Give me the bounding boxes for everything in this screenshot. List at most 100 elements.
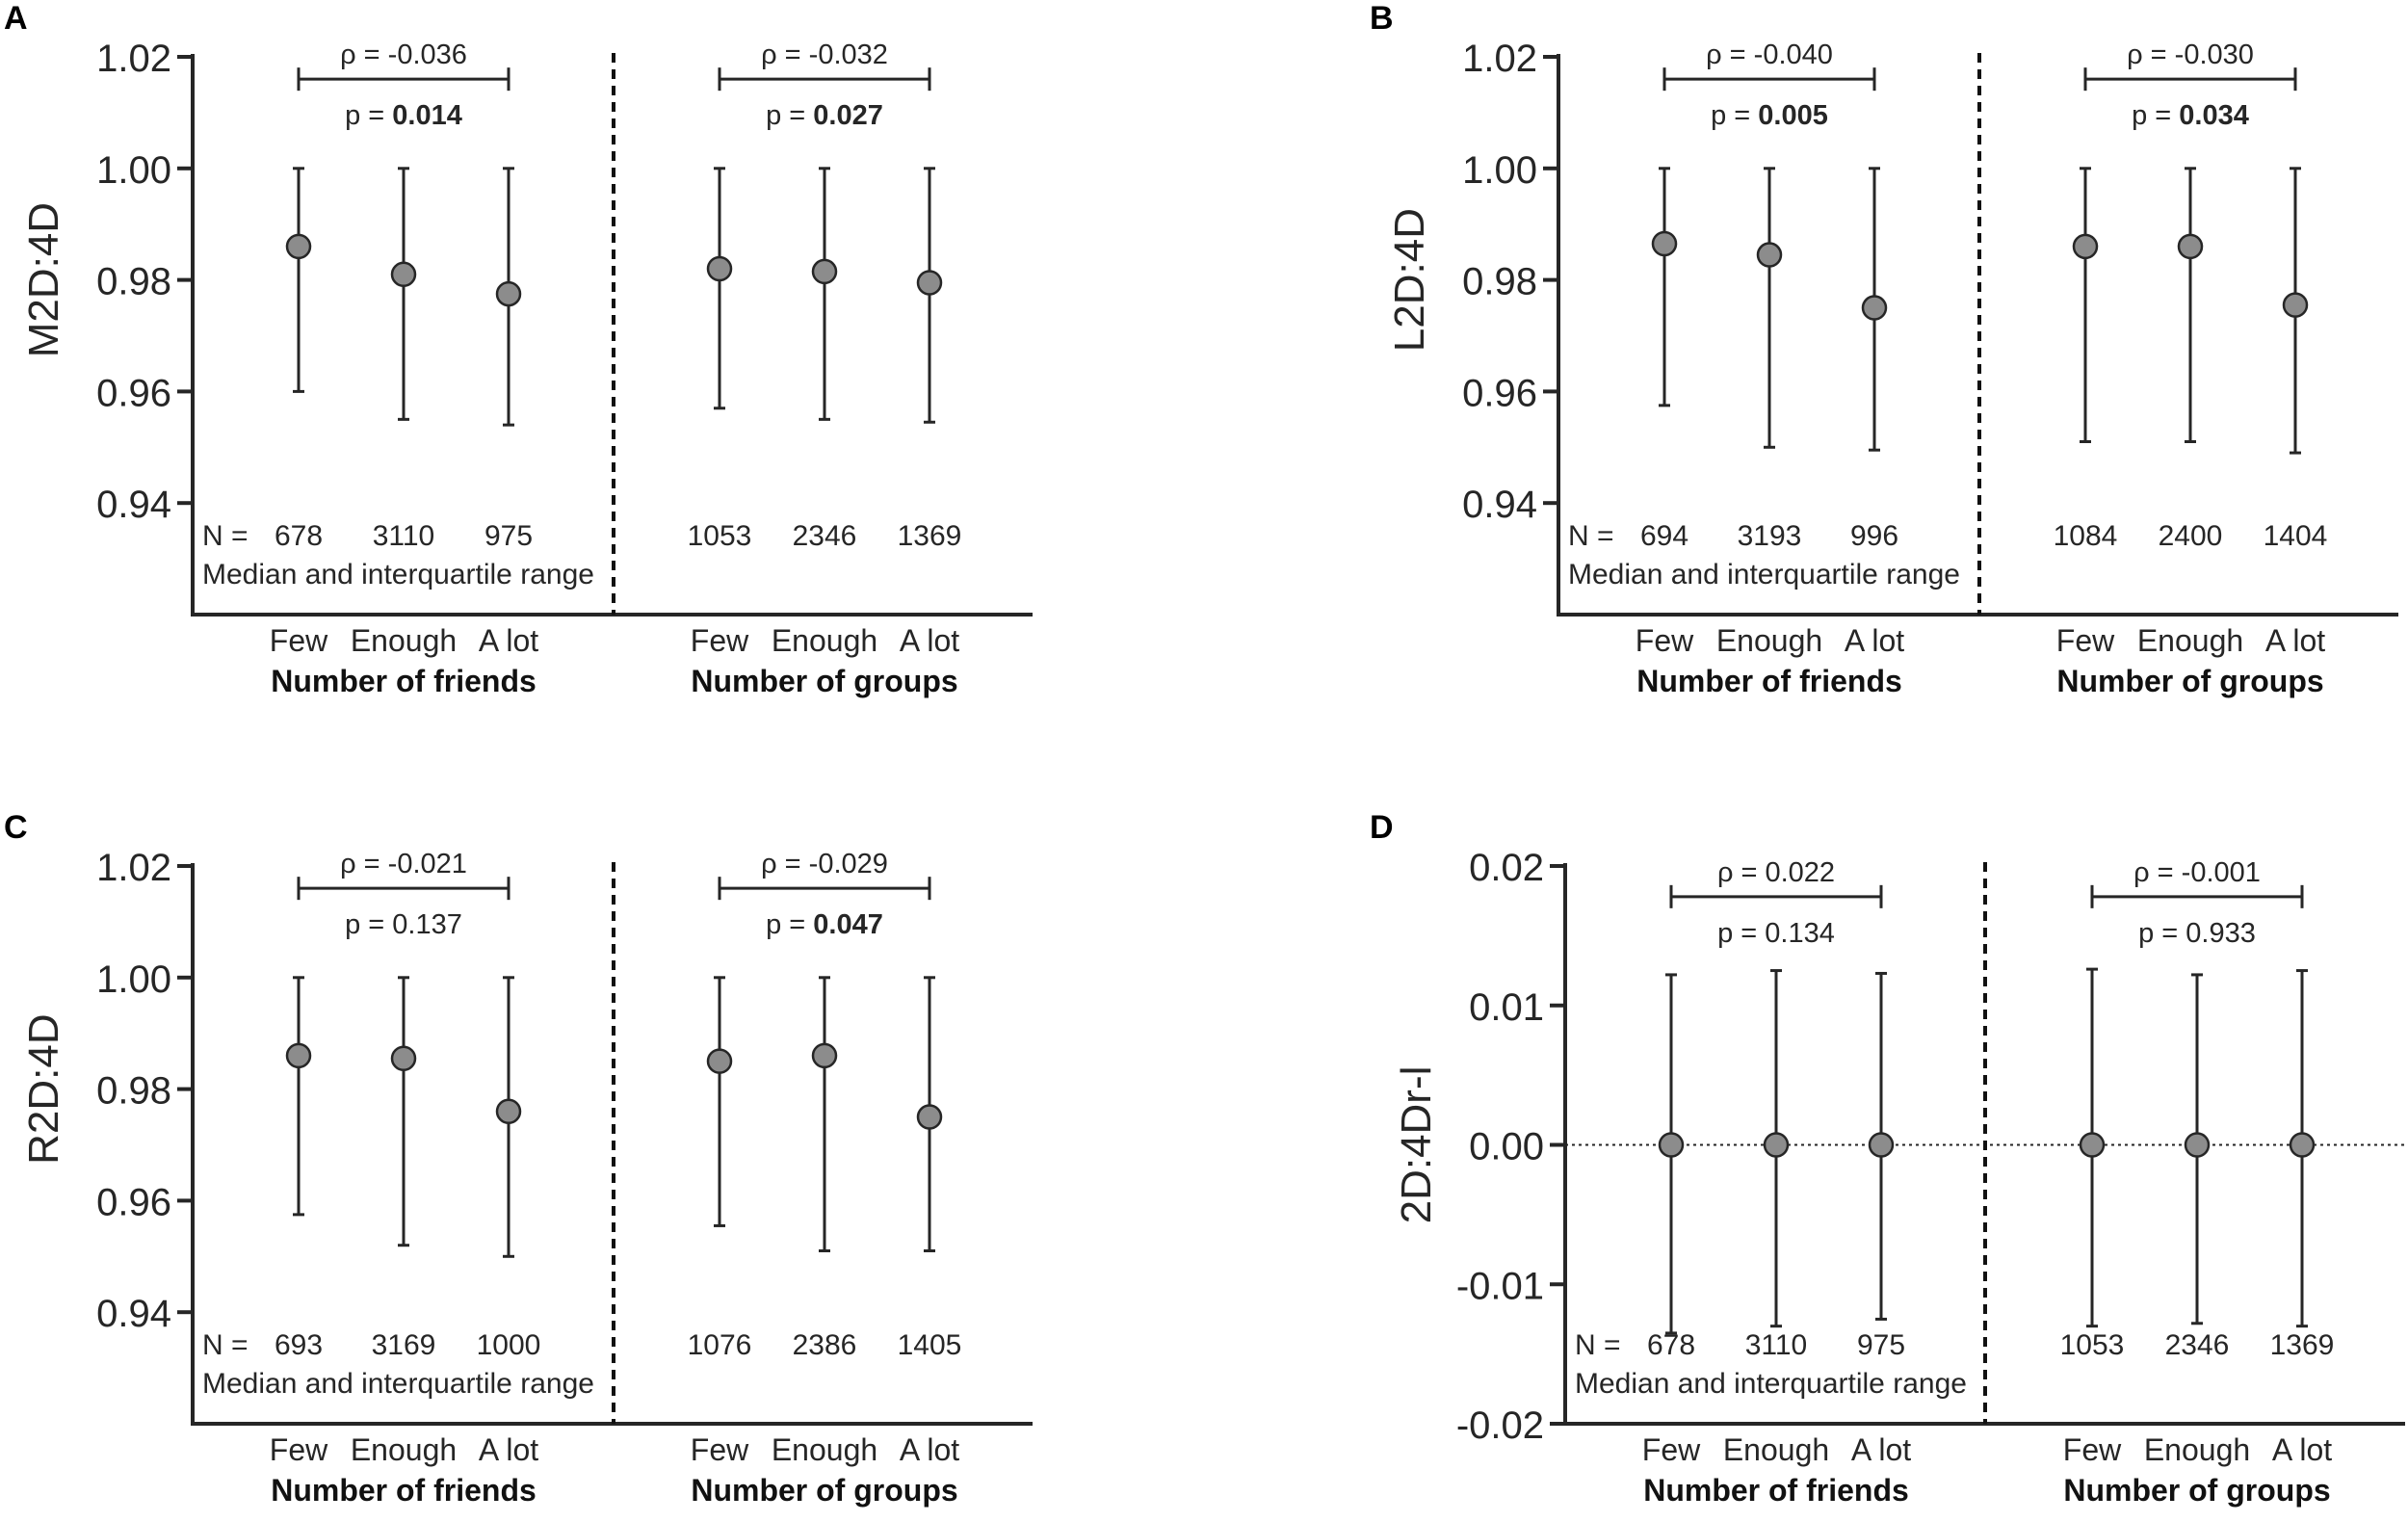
n-value: 3110 (1745, 1329, 1808, 1361)
category-label: Few (2056, 623, 2115, 658)
y-tick-label: 0.94 (96, 484, 171, 526)
panel-b: B L2D:4D 0.94 0.96 0.98 1.00 1.02 N = Median and… (1370, 0, 2398, 698)
y-tick-label: -0.01 (1456, 1265, 1544, 1307)
rho-annotation: ρ = -0.032 (761, 39, 888, 70)
group-axis-label: Number of groups (2056, 664, 2323, 698)
p-annotation: p = 0.933 (2138, 918, 2256, 949)
category-label: A lot (1851, 1432, 1911, 1467)
category-label: Few (2063, 1432, 2122, 1467)
median-point (2072, 233, 2099, 260)
rho-annotation: ρ = -0.040 (1706, 39, 1833, 70)
p-annotation: p = 0.014 (345, 100, 462, 131)
y-tick-label: 0.98 (96, 261, 171, 303)
category-label: Few (270, 623, 328, 658)
p-value: 0.005 (1758, 100, 1828, 131)
rho-value: -0.036 (388, 39, 467, 70)
rho-annotation: ρ = -0.021 (340, 849, 467, 879)
n-prefix: N = (1568, 520, 1614, 552)
n-value: 1369 (898, 520, 962, 552)
group-friends: ρ = -0.036 p = 0.014 678 Few 3110 Enough 975 A … (270, 39, 538, 698)
category-label: Enough (772, 1432, 877, 1467)
p-value: 0.034 (2179, 100, 2249, 131)
median-point (1756, 242, 1783, 268)
n-value: 678 (1647, 1329, 1695, 1361)
y-tick-label: 0.96 (96, 1181, 171, 1223)
n-value: 975 (484, 520, 533, 552)
group-axis-label: Number of friends (1636, 664, 1902, 698)
y-tick-label: 0.98 (1462, 261, 1537, 303)
median-point (285, 1042, 312, 1069)
rho-value: -0.001 (2182, 857, 2261, 888)
y-tick-label: 0.94 (96, 1293, 171, 1335)
rho-annotation: ρ = 0.022 (1717, 857, 1835, 888)
median-point (390, 261, 417, 288)
median-point (916, 270, 943, 296)
median-point (811, 258, 838, 285)
y-tick-label: 0.00 (1469, 1126, 1544, 1168)
p-annotation: p = 0.047 (766, 909, 883, 940)
category-label: Few (1636, 623, 1694, 658)
category-label: Few (691, 623, 749, 658)
category-label: Few (1642, 1432, 1701, 1467)
n-prefix: N = (1575, 1329, 1621, 1361)
y-tick-label: 0.96 (96, 372, 171, 414)
rho-value: -0.040 (1754, 39, 1833, 70)
group-axis-label: Number of groups (691, 664, 957, 698)
median-point (706, 255, 733, 282)
median-point (1763, 1132, 1790, 1158)
n-value: 1000 (477, 1329, 541, 1361)
median-point (2177, 233, 2204, 260)
category-label: Enough (1723, 1432, 1829, 1467)
y-tick-label: 0.02 (1469, 847, 1544, 889)
panel-label: B (1370, 0, 1394, 37)
category-label: A lot (2272, 1432, 2332, 1467)
median-point (495, 1098, 522, 1125)
n-value: 1369 (2270, 1329, 2335, 1361)
p-annotation: p = 0.134 (1717, 918, 1835, 949)
y-tick-label: -0.02 (1456, 1404, 1544, 1447)
y-tick-label: 1.02 (96, 38, 171, 80)
median-point (495, 280, 522, 307)
y-axis-label: 2D:4Dr-l (1393, 1066, 1440, 1224)
median-point (811, 1042, 838, 1069)
rho-annotation: ρ = -0.029 (761, 849, 888, 879)
y-tick-label: 1.02 (1462, 38, 1537, 80)
category-label: Enough (351, 1432, 457, 1467)
group-axis-label: Number of friends (271, 664, 537, 698)
y-tick-label: 0.98 (96, 1070, 171, 1113)
median-point (1861, 295, 1888, 321)
median-point (285, 233, 312, 260)
median-point (2289, 1132, 2316, 1158)
p-value: 0.014 (392, 100, 462, 131)
y-axis-label: M2D:4D (20, 202, 67, 357)
rho-value: 0.022 (1765, 857, 1835, 888)
category-label: A lot (1845, 623, 1904, 658)
category-label: A lot (2265, 623, 2325, 658)
group-axis-label: Number of friends (1643, 1473, 1909, 1508)
category-label: A lot (479, 623, 538, 658)
y-tick-label: 0.96 (1462, 372, 1537, 414)
rho-prefix: ρ = (1706, 39, 1754, 70)
category-label: A lot (479, 1432, 538, 1467)
n-value: 1053 (2060, 1329, 2125, 1361)
p-prefix: p = (2132, 100, 2179, 131)
n-value: 678 (275, 520, 323, 552)
group-friends: ρ = -0.040 p = 0.005 694 Few 3193 Enough 996 A … (1636, 39, 1904, 698)
group-groups: ρ = -0.032 p = 0.027 1053 Few 2346 Enough 1369… (688, 39, 962, 698)
rho-value: -0.030 (2175, 39, 2254, 70)
n-value: 996 (1850, 520, 1898, 552)
rho-value: -0.029 (809, 849, 888, 879)
p-annotation: p = 0.137 (345, 909, 462, 940)
p-prefix: p = (1711, 100, 1758, 131)
category-label: Enough (772, 623, 877, 658)
rho-annotation: ρ = -0.036 (340, 39, 467, 70)
rho-value: -0.021 (388, 849, 467, 879)
p-value: 0.134 (1765, 918, 1835, 949)
rho-value: -0.032 (809, 39, 888, 70)
p-value: 0.047 (813, 909, 883, 940)
median-point (1658, 1132, 1685, 1158)
group-axis-label: Number of groups (2063, 1473, 2330, 1508)
n-value: 694 (1640, 520, 1688, 552)
group-groups: ρ = -0.001 p = 0.933 1053 Few 2346 Enough 1369… (2060, 857, 2335, 1508)
